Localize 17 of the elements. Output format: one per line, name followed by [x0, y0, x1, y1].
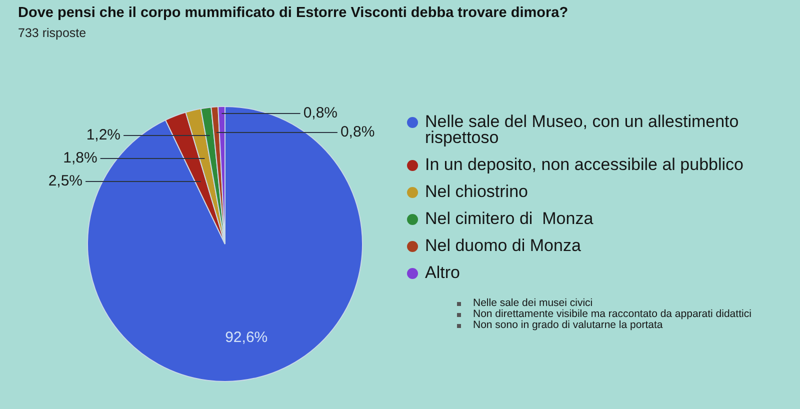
legend-label: Nel duomo di Monza [425, 236, 581, 255]
data-label: 2,5% [48, 172, 83, 190]
text: Nelle sale dei musei civici [473, 297, 593, 309]
chart-title: Dove pensi che il corpo mummificato di Estorre Visconti debba trovare dimora? [18, 5, 568, 22]
data-label: 0,8% [303, 104, 338, 122]
legend-label: Nelle sale del Museo, con un allestimento rispettoso [425, 112, 740, 147]
data-label: 92,6% [225, 328, 268, 346]
legend-label: In un deposito, non accessibile al pubblico [425, 155, 744, 174]
legend-label: Nel chiostrino [425, 182, 528, 201]
chart-subtitle: 733 risposte [18, 26, 86, 40]
text: Non sono in grado di valutarne la portata [473, 319, 663, 331]
text: Non direttamente visibile ma raccontato da apparati didattici [473, 308, 752, 320]
data-label: 1,2% [86, 126, 121, 144]
data-label: 1,8% [63, 150, 98, 167]
legend-label: Altro [425, 263, 460, 282]
legend-label: Nel cimitero di Monza [425, 209, 594, 228]
data-label: 0,8% [340, 124, 375, 141]
